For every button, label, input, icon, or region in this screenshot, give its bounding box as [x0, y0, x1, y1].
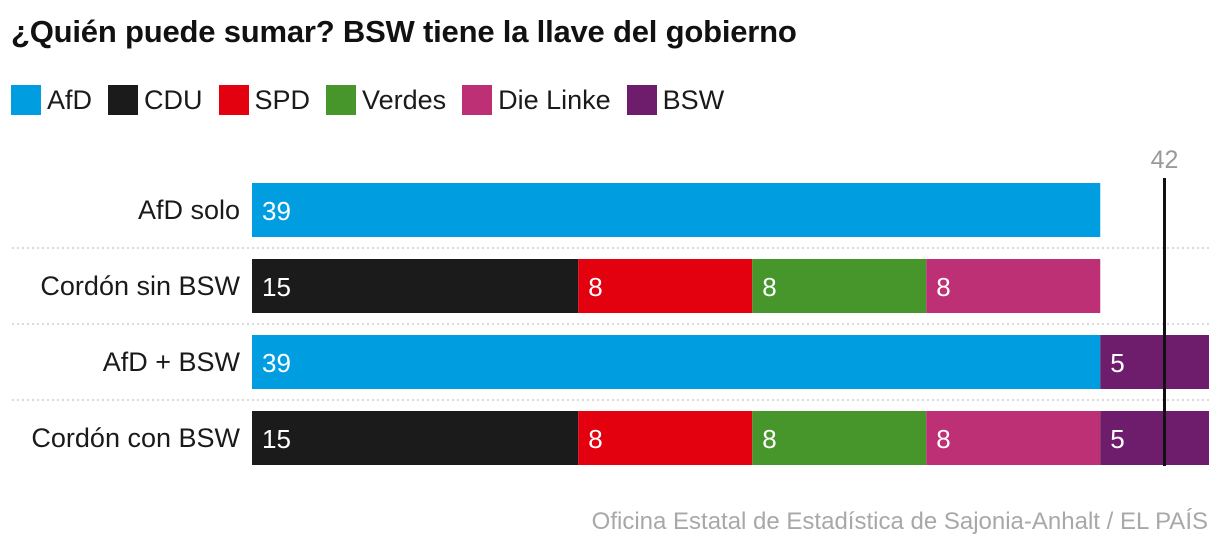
bar-value-label: 8 — [936, 424, 950, 454]
bar-segment — [1100, 335, 1209, 389]
legend: AfD CDU SPD Verdes Die Linke BSW — [11, 84, 740, 116]
legend-swatch — [11, 85, 41, 115]
legend-item-cdu: CDU — [108, 85, 203, 116]
chart-title: ¿Quién puede sumar? BSW tiene la llave d… — [11, 14, 797, 49]
legend-label: AfD — [47, 84, 93, 115]
bar-value-label: 39 — [262, 196, 291, 226]
bar-segment — [752, 259, 927, 313]
category-label: Cordón sin BSW — [40, 271, 240, 301]
category-label: AfD solo — [138, 195, 240, 225]
bar-value-label: 8 — [936, 272, 950, 302]
legend-item-afd: AfD — [11, 85, 92, 116]
legend-label: SPD — [254, 84, 311, 115]
bar-value-label: 39 — [262, 348, 291, 378]
bar-segment — [252, 183, 1101, 237]
bar-segment — [926, 259, 1101, 313]
bar-value-label: 8 — [588, 424, 602, 454]
bar-segment — [578, 411, 753, 465]
legend-swatch — [108, 85, 139, 115]
bar-segment — [926, 411, 1101, 465]
legend-swatch — [218, 85, 249, 115]
legend-label: BSW — [662, 84, 725, 115]
legend-swatch — [626, 85, 657, 115]
bar-value-label: 5 — [1110, 348, 1124, 378]
majority-label: 42 — [1151, 146, 1179, 174]
legend-label: Die Linke — [498, 84, 611, 115]
bar-segment — [1100, 411, 1209, 465]
chart-plot: AfD solo 39 Cordón sin BSW 15 8 8 8 AfD + BSW 39… — [12, 146, 1212, 466]
legend-item-verdes: Verdes — [326, 85, 446, 116]
legend-swatch — [462, 85, 493, 115]
legend-label: Verdes — [362, 84, 447, 115]
category-label: AfD + BSW — [103, 347, 241, 377]
bar-value-label: 8 — [588, 272, 602, 302]
legend-swatch — [326, 85, 357, 115]
legend-item-bsw: BSW — [626, 84, 725, 116]
bar-segment — [252, 259, 579, 313]
category-label: Cordón con BSW — [31, 423, 240, 453]
bar-value-label: 8 — [762, 272, 776, 302]
bar-value-label: 8 — [762, 424, 776, 454]
bar-value-label: 15 — [262, 272, 291, 302]
bar-segment — [578, 259, 753, 313]
bar-value-label: 5 — [1110, 424, 1124, 454]
source-note: Oficina Estatal de Estadística de Sajoni… — [591, 508, 1208, 535]
bar-segment — [252, 335, 1101, 389]
legend-item-die-linke: Die Linke — [462, 85, 611, 116]
legend-label: CDU — [144, 84, 203, 115]
bar-segment — [752, 411, 927, 465]
bar-segment — [252, 411, 579, 465]
legend-item-spd: SPD — [218, 84, 311, 116]
bar-value-label: 15 — [262, 424, 291, 454]
